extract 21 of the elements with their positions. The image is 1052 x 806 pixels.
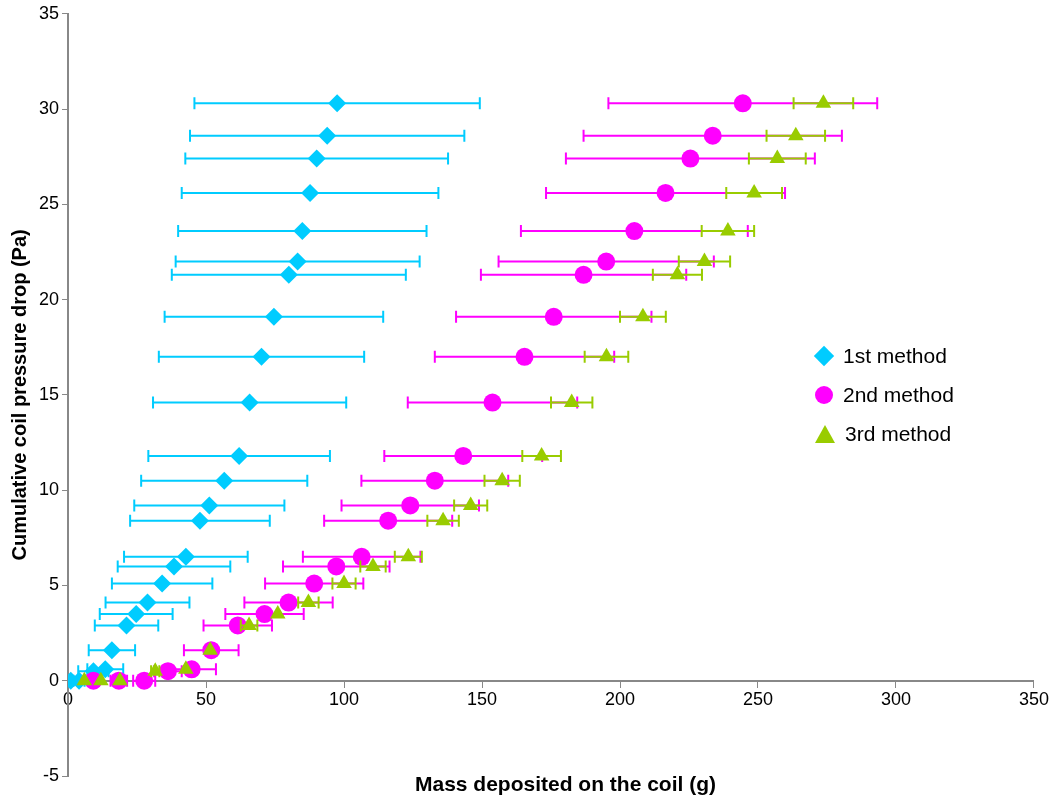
y-axis-title: Cumulative coil pressure drop (Pa)	[7, 229, 30, 561]
x-tick-label: 250	[742, 689, 774, 710]
x-tick-label: 150	[466, 689, 498, 710]
y-tick-label: 25	[38, 193, 60, 214]
y-tick-label: 15	[38, 383, 60, 404]
x-tick-label: 350	[1018, 689, 1050, 710]
x-axis-title: Mass deposited on the coil (g)	[414, 772, 717, 796]
legend-label: 1st method	[842, 343, 947, 368]
legend-label: 2nd method	[842, 382, 954, 407]
y-tick-label: 35	[38, 2, 60, 23]
legend-label: 3rd method	[844, 421, 952, 446]
y-tick-label: 20	[38, 288, 60, 309]
y-tick-label: 5	[49, 574, 60, 595]
x-tick-label: 200	[604, 689, 636, 710]
y-tick-label: -5	[43, 764, 60, 785]
x-tick-label: 100	[328, 689, 360, 710]
y-tick-label: 30	[38, 98, 60, 119]
x-tick-label: 50	[196, 689, 217, 710]
x-tick-label: 300	[880, 689, 912, 710]
y-tick-label: 0	[49, 669, 60, 690]
y-tick-label: 10	[38, 479, 60, 500]
